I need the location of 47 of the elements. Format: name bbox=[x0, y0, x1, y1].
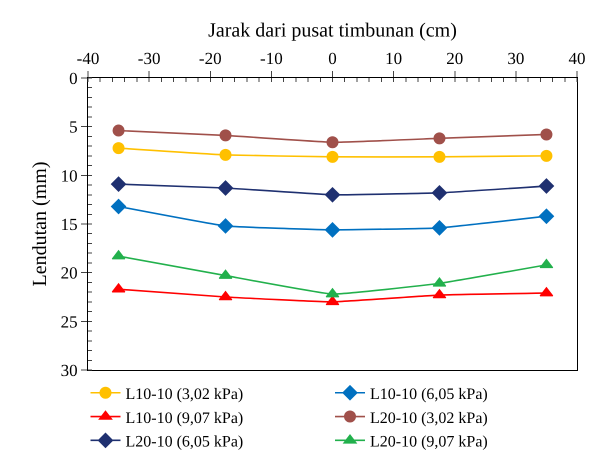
y-tick-label: 25 bbox=[60, 312, 78, 332]
y-tick-label: 30 bbox=[60, 360, 78, 380]
point bbox=[540, 150, 552, 162]
point bbox=[433, 132, 446, 144]
legend-label: L20-10 (3,02 kPa) bbox=[370, 410, 488, 427]
x-tick-label: 0 bbox=[328, 49, 337, 68]
legend-label: L10-10 (9,07 kPa) bbox=[126, 410, 244, 427]
point bbox=[220, 129, 232, 142]
point bbox=[324, 222, 340, 238]
point bbox=[220, 148, 232, 161]
y-tick-label: 20 bbox=[60, 264, 78, 283]
point bbox=[432, 277, 446, 287]
point bbox=[432, 185, 448, 200]
y-tick-label: 5 bbox=[69, 118, 78, 137]
point bbox=[324, 187, 340, 202]
point bbox=[218, 218, 234, 234]
point bbox=[540, 128, 552, 140]
point bbox=[326, 150, 338, 163]
point bbox=[112, 124, 125, 137]
point bbox=[432, 220, 448, 236]
legend-label: L10-10 (3,02 kPa) bbox=[126, 386, 244, 403]
legend-label: L20-10 (9,07 kPa) bbox=[370, 434, 488, 451]
x-tick-label: -10 bbox=[260, 49, 283, 68]
x-axis-title: Jarak dari pusat timbunan (cm) bbox=[208, 20, 457, 42]
point bbox=[110, 198, 126, 214]
point bbox=[110, 176, 126, 192]
y-tick-label: 0 bbox=[69, 68, 78, 88]
y-tick-label: 10 bbox=[60, 166, 78, 186]
x-tick-label: 30 bbox=[507, 49, 524, 68]
point bbox=[538, 208, 554, 224]
x-tick-label: 20 bbox=[446, 49, 464, 68]
x-tick-label: -40 bbox=[76, 49, 100, 68]
x-tick-label: -30 bbox=[138, 49, 160, 68]
legend-label: L20-10 (6,05 kPa) bbox=[126, 434, 244, 451]
x-tick-label: 10 bbox=[385, 49, 402, 68]
point bbox=[326, 136, 338, 148]
point bbox=[433, 150, 446, 163]
x-tick-label: 40 bbox=[568, 49, 586, 68]
y-tick-label: 15 bbox=[60, 214, 78, 234]
point bbox=[538, 178, 554, 194]
x-tick-label: -20 bbox=[198, 49, 222, 68]
y-axis-title: Lendutan (mm) bbox=[29, 162, 52, 286]
point bbox=[112, 142, 125, 154]
legend-label: L10-10 (6,05 kPa) bbox=[370, 386, 488, 403]
point bbox=[218, 180, 234, 196]
point bbox=[540, 258, 554, 268]
point bbox=[326, 296, 340, 306]
